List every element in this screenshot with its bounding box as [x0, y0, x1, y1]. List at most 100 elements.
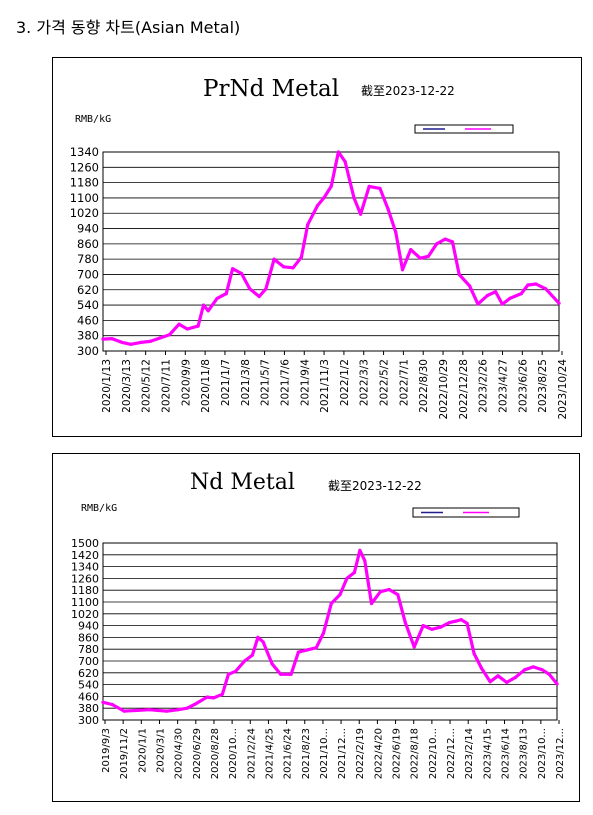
- chart1-data-point: [450, 240, 455, 244]
- chart1-xtick-label: 2020/3/13: [121, 359, 133, 413]
- chart1-data-point: [239, 271, 244, 276]
- chart1-xtick-label: 2022/3/3: [359, 359, 371, 406]
- chart1-data-point: [426, 254, 430, 258]
- chart2-ytick-label: 1340: [71, 561, 99, 574]
- chart2-data-point: [421, 624, 425, 628]
- chart1-xtick-label: 2020/9/9: [180, 359, 192, 406]
- chart2-data-point: [358, 548, 362, 552]
- chart2-xtick-label: 2022/4/20: [373, 728, 384, 779]
- chart1-data-point: [272, 257, 276, 261]
- chart2-data-point: [523, 668, 527, 672]
- chart2-title: Nd Metal: [190, 470, 295, 495]
- chart2-data-point: [185, 706, 189, 710]
- chart2-data-point: [369, 601, 374, 606]
- chart1-ytick-label: 460: [77, 313, 99, 327]
- chart2-data-point: [212, 696, 216, 700]
- chart1-data-point: [534, 282, 538, 286]
- chart2-data-point: [363, 559, 367, 563]
- nd-metal-chart: Nd Metal 截至2023-12-22 RMB/kG 300 380 460 540 62…: [52, 453, 580, 802]
- chart1-data-point: [435, 242, 439, 246]
- chart2-data-point: [540, 668, 544, 672]
- chart2-data-point: [220, 692, 224, 696]
- chart1-ytick-label: 1100: [70, 191, 99, 205]
- chart2-data-point: [472, 652, 476, 656]
- chart2-ytick-label: 1020: [71, 608, 99, 621]
- chart1-data-point: [367, 184, 371, 188]
- chart2-data-point: [496, 674, 500, 678]
- chart1-xtick-label: 2021/7/6: [279, 359, 291, 406]
- chart1-ytick-label: 860: [77, 237, 99, 251]
- chart2-xtick-label: 2023/12...: [555, 728, 566, 779]
- chart2-ytick-label: 1100: [71, 596, 99, 609]
- chart2-data-point: [101, 700, 105, 704]
- chart2-data-point: [430, 627, 434, 631]
- chart1-ytick-label: 540: [77, 298, 99, 312]
- chart1-data-point: [201, 303, 206, 307]
- chart1-data-point: [329, 184, 333, 188]
- chart2-data-point: [314, 646, 318, 650]
- chart2-data-point: [378, 590, 382, 594]
- chart1-data-point: [400, 268, 405, 272]
- chart2-ylabel: RMB/kG: [81, 503, 117, 514]
- chart1-data-point: [101, 337, 105, 341]
- chart2-xtick-label: 2021/6/24: [283, 728, 294, 779]
- chart2-xtick-label: 2019/9/3: [101, 728, 112, 773]
- chart2-data-point: [261, 640, 265, 644]
- chart2-data-point: [480, 666, 484, 670]
- chart2-data-point: [547, 672, 551, 676]
- chart1-xtick-label: 2020/7/11: [160, 359, 172, 413]
- chart2-data-point: [321, 631, 326, 635]
- chart1-data-point: [526, 283, 530, 287]
- chart1-xtick-label: 2022/1/2: [339, 359, 351, 406]
- chart1-legend-box: [414, 124, 514, 134]
- chart2-data-point: [412, 645, 416, 649]
- chart1-data-point: [494, 290, 498, 294]
- chart2-data-point: [531, 665, 535, 669]
- chart1-ytick-label: 620: [77, 283, 99, 297]
- chart2-xtick-label: 2021/8/23: [301, 728, 312, 779]
- chart2-xtick-label: 2023/2/14: [464, 728, 475, 779]
- chart1-ytick-label: 1340: [70, 145, 99, 159]
- chart1-subtitle: 截至2023-12-22: [361, 84, 455, 98]
- chart2-data-point: [352, 570, 356, 575]
- chart2-data-point: [329, 601, 333, 606]
- chart2-ytick-label: 300: [78, 714, 99, 727]
- chart2-xtick-label: 2020/8/28: [210, 728, 221, 779]
- chart1-data-point: [215, 296, 219, 300]
- chart1-data-point: [306, 223, 310, 227]
- chart2-ytick-label: 860: [78, 631, 99, 644]
- chart2-series-line-2: [101, 548, 559, 713]
- chart2-ytick-label: 780: [78, 643, 99, 656]
- chart1-data-point: [167, 333, 172, 337]
- chart2-data-point: [439, 625, 443, 629]
- chart1-data-point: [359, 212, 363, 216]
- chart2-xtick-label: 2020/4/30: [174, 728, 185, 779]
- chart2-data-point: [226, 672, 230, 676]
- chart2-data-point: [270, 662, 274, 666]
- chart1-data-point: [394, 230, 398, 234]
- chart2-xtick-label: 2021/12...: [337, 728, 348, 779]
- chart1-data-point: [110, 337, 114, 341]
- chart1-xtick-label: 2023/2/26: [478, 359, 490, 413]
- chart1-data-point: [257, 294, 261, 299]
- chart1-xtick-label: 2022/5/2: [379, 359, 391, 406]
- chart2-subtitle: 截至2023-12-22: [328, 479, 422, 493]
- chart1-data-point: [129, 342, 133, 346]
- chart1-data-point: [177, 322, 181, 326]
- chart2-xtick-label: 2023/6/14: [501, 728, 512, 779]
- chart2-data-point: [243, 659, 247, 663]
- chart1-data-point: [139, 340, 143, 344]
- chart1-data-point: [185, 327, 189, 331]
- chart1-xtick-label: 2021/1/7: [220, 359, 232, 406]
- chart2-xtick-label: 2023/4/15: [482, 728, 493, 779]
- chart2-xtick-label: 2020/10...: [228, 728, 239, 779]
- chart2-xtick-label: 2021/10...: [319, 728, 330, 779]
- chart1-data-point: [500, 302, 504, 306]
- chart1-ytick-label: 1260: [70, 160, 99, 174]
- chart2-data-point: [165, 709, 169, 713]
- chart2-data-point: [396, 593, 400, 597]
- chart2-data-point: [156, 708, 160, 712]
- chart1-data-point: [468, 284, 472, 288]
- chart1-xtick-label: 2020/1/13: [101, 359, 113, 413]
- chart1-ytick-label: 1180: [70, 176, 99, 190]
